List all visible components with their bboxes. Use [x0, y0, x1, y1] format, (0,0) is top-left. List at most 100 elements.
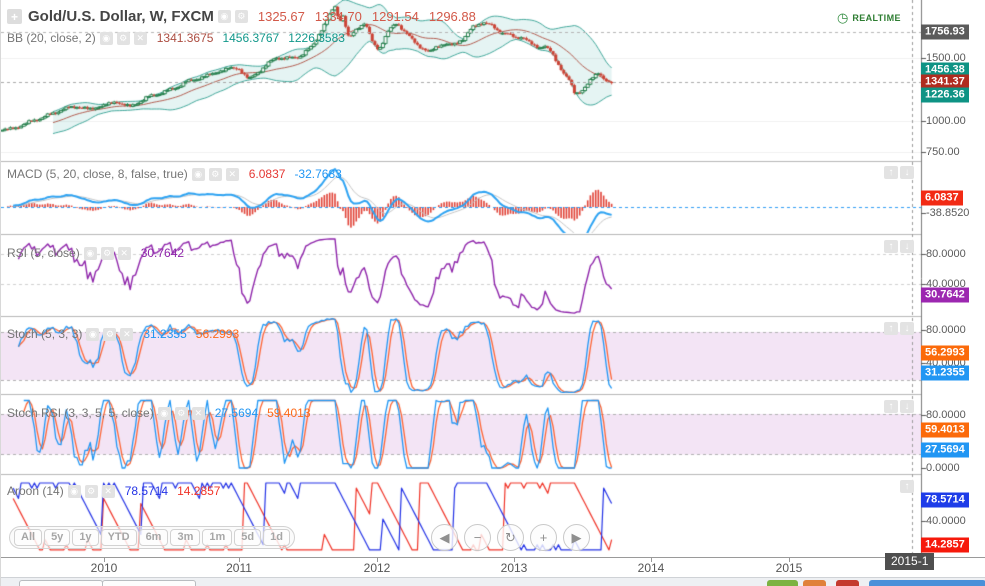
gear-icon[interactable]: ⚙ [174, 406, 188, 420]
gear-icon[interactable]: ⚙ [208, 167, 222, 181]
close-icon[interactable]: ✕ [101, 484, 115, 498]
indicator-value: 14.2857 [177, 484, 221, 498]
close-icon[interactable]: ✕ [191, 406, 205, 420]
close-icon[interactable]: ✕ [133, 31, 147, 45]
indicator-value: 6.0837 [248, 167, 286, 181]
gear-icon[interactable]: ⚙ [100, 246, 114, 260]
indicator-values: 27.5694 59.4013 [215, 406, 311, 420]
eye-icon[interactable]: ◉ [83, 246, 97, 260]
gear-icon[interactable]: ⚙ [103, 327, 117, 341]
close-icon[interactable]: ✕ [117, 246, 131, 260]
pane-move-up-icon[interactable]: ↑ [884, 322, 898, 335]
range-button-5d[interactable]: 5d [234, 529, 262, 546]
eye-icon[interactable]: ◉ [157, 406, 171, 420]
price-scale-badge: 59.4013 [921, 422, 969, 438]
indicator-label: BB (20, close, 2) [7, 31, 96, 45]
indicator-row-stoch: Stoch (5, 3, 3) ◉ ⚙ ✕ 31.2355 56.2993 [7, 327, 239, 341]
range-button-6m[interactable]: 6m [138, 529, 169, 546]
toolbar-color-button[interactable] [869, 580, 985, 586]
year-label: 2011 [226, 561, 252, 575]
indicator-label: Aroon (14) [7, 484, 64, 498]
range-button-3m[interactable]: 3m [170, 529, 201, 546]
price-scale-badge: 1341.37 [921, 74, 969, 90]
zoom-out-button[interactable]: − [464, 524, 491, 551]
pan-left-button[interactable]: ◀ [431, 524, 458, 551]
indicator-value: 30.7642 [140, 246, 185, 260]
chart-plot-area[interactable] [1, 0, 985, 557]
year-label: 2012 [363, 561, 391, 575]
indicator-values: 78.5714 14.2857 [125, 484, 221, 498]
indicator-values: 6.0837 -32.7683 [249, 167, 342, 181]
range-button-5y[interactable]: 5y [44, 529, 71, 546]
price-scale-label: 40.0000 [926, 278, 966, 290]
price-scale-badge: 78.5714 [921, 492, 969, 508]
range-button-1y[interactable]: 1y [72, 529, 99, 546]
range-button-ytd[interactable]: YTD [100, 529, 137, 546]
zoom-in-button[interactable]: + [530, 524, 557, 551]
price-scale-label: 80.0000 [926, 248, 966, 260]
price-scale-label: 750.00 [926, 146, 960, 158]
pane-move-up-icon[interactable]: ↑ [884, 240, 898, 253]
gear-icon[interactable]: ⚙ [116, 31, 130, 45]
crosshair-date-label: 2015-1 [885, 553, 935, 570]
range-button-all[interactable]: All [14, 529, 43, 546]
year-label: 2010 [90, 561, 118, 575]
price-scale[interactable]: 1756.93 1500.00 1456.38 1341.37 1226.36 1000.… [921, 0, 985, 557]
pane-nav-macd: ↑ ↓ [884, 166, 914, 179]
price-scale-label: 40.0000 [926, 515, 966, 527]
eye-icon[interactable]: ◉ [217, 10, 231, 23]
indicator-value: 78.5714 [124, 484, 169, 498]
pane-move-up-icon[interactable]: ↑ [900, 480, 914, 493]
price-scale-label: 80.0000 [926, 324, 966, 336]
eye-icon[interactable]: ◉ [191, 167, 205, 181]
gear-icon[interactable]: ⚙ [234, 10, 248, 23]
pane-move-down-icon[interactable]: ↓ [900, 240, 914, 253]
realtime-indicator: ◷ REALTIME [837, 11, 901, 24]
clock-icon: ◷ [837, 10, 849, 25]
range-button-1m[interactable]: 1m [202, 529, 233, 546]
toolbar-button[interactable] [102, 580, 196, 586]
toolbar-color-button[interactable] [803, 580, 826, 586]
toolbar-button[interactable] [19, 580, 103, 586]
eye-icon[interactable]: ◉ [86, 327, 100, 341]
indicator-row-rsi: RSI (5, close) ◉ ⚙ ✕ 30.7642 [7, 246, 184, 260]
eye-icon[interactable]: ◉ [67, 484, 81, 498]
price-scale-label: 0.0000 [926, 462, 960, 474]
symbol-title: Gold/U.S. Dollar, W, FXCM [28, 8, 214, 25]
pane-move-up-icon[interactable]: ↑ [884, 400, 898, 413]
pane-move-down-icon[interactable]: ↓ [900, 322, 914, 335]
pane-move-down-icon[interactable]: ↓ [900, 166, 914, 179]
price-scale-badge: 31.2355 [921, 365, 969, 381]
indicator-value: 1341.3675 [156, 31, 214, 45]
year-tick [514, 558, 515, 562]
gear-icon[interactable]: ⚙ [84, 484, 98, 498]
indicator-value: 59.4013 [267, 406, 311, 420]
indicator-row-stochrsi: Stoch RSI (3, 3, 5, 5, close) ◉ ⚙ ✕ 27.5… [7, 406, 311, 420]
price-scale-badge: 6.0837 [921, 190, 963, 206]
close-icon[interactable]: ✕ [120, 327, 134, 341]
reset-zoom-button[interactable]: ↻ [497, 524, 524, 551]
pane-move-up-icon[interactable]: ↑ [884, 166, 898, 179]
price-scale-badge: 1756.93 [921, 24, 969, 40]
indicator-row-macd: MACD (5, 20, close, 8, false, true) ◉ ⚙ … [7, 167, 342, 181]
ohlc-close: 1296.88 [428, 9, 476, 24]
price-scale-badge: 56.2993 [921, 345, 969, 361]
eye-icon[interactable]: ◉ [99, 31, 113, 45]
add-compare-icon[interactable]: + [7, 9, 22, 24]
price-scale-label: 1000.00 [926, 115, 966, 127]
range-button-1d[interactable]: 1d [263, 529, 290, 546]
indicator-value: 1456.3767 [222, 31, 280, 45]
time-axis[interactable]: 2010 2011 2012 2013 2014 2015 [1, 557, 985, 578]
year-tick [239, 558, 240, 562]
pan-right-button[interactable]: ▶ [563, 524, 590, 551]
toolbar-color-button[interactable] [767, 580, 798, 586]
ohlc-low: 1291.54 [371, 9, 419, 24]
indicator-value: 1226.3583 [288, 31, 345, 45]
symbol-header-row: + Gold/U.S. Dollar, W, FXCM ◉ ⚙ 1325.67 … [7, 8, 476, 25]
indicator-label: MACD (5, 20, close, 8, false, true) [7, 167, 188, 181]
indicator-label: RSI (5, close) [7, 246, 80, 260]
pane-move-down-icon[interactable]: ↓ [900, 400, 914, 413]
toolbar-color-button[interactable] [836, 580, 859, 586]
close-icon[interactable]: ✕ [225, 167, 239, 181]
